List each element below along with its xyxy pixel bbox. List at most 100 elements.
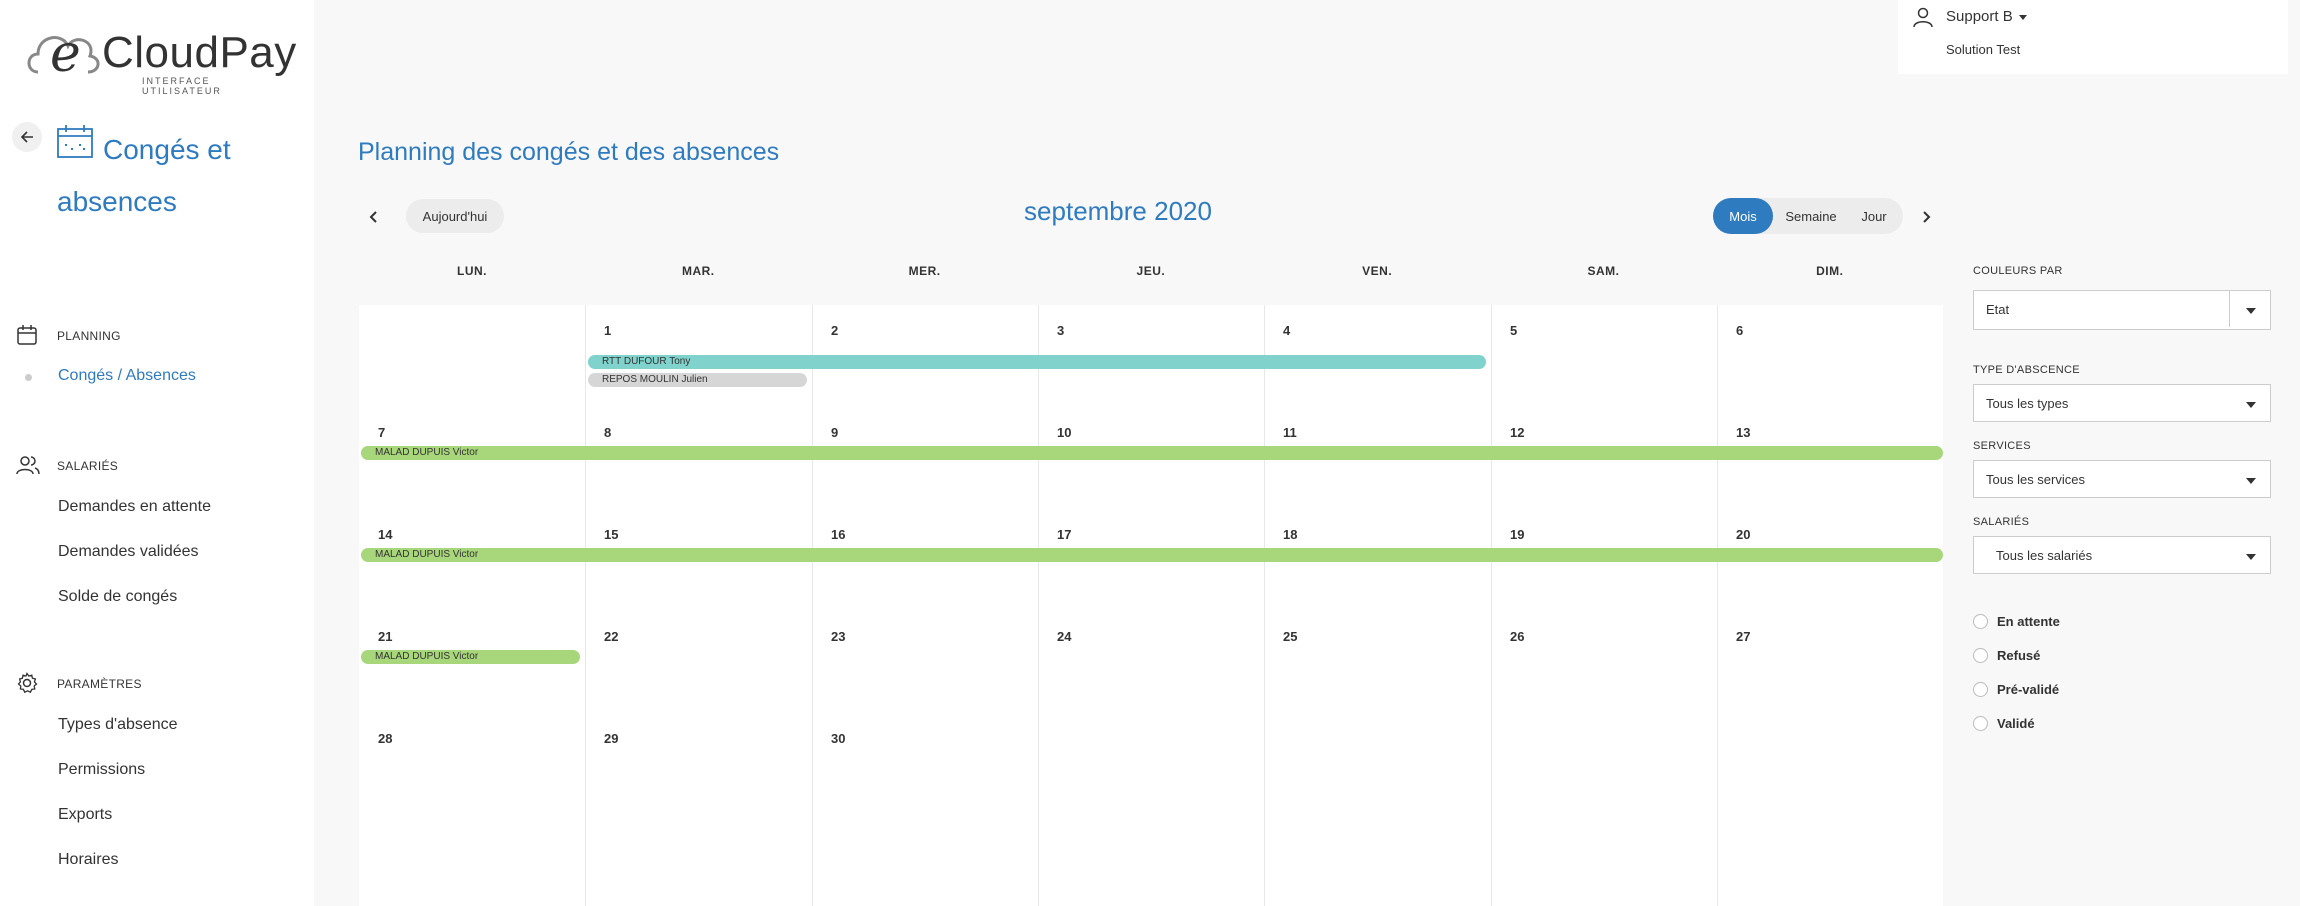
gear-icon: [17, 672, 38, 694]
absence-type-select[interactable]: Tous les types: [1973, 384, 2271, 422]
weekday-header: LUN.: [457, 264, 487, 278]
sidebar-item-solde-de-conges[interactable]: Solde de congés: [58, 588, 178, 605]
view-month-button[interactable]: Mois: [1713, 198, 1773, 234]
logo-e: e: [50, 24, 81, 84]
sidebar-item-demandes-en-attente[interactable]: Demandes en attente: [58, 498, 211, 515]
absence-event[interactable]: MALAD DUPUIS Victor: [361, 446, 1943, 460]
day-number: 19: [1510, 527, 1525, 542]
services-value: Tous les services: [1986, 472, 2085, 487]
services-label: SERVICES: [1973, 440, 2031, 452]
sidebar-item-demandes-validees[interactable]: Demandes validées: [58, 543, 199, 560]
color-by-label: COULEURS PAR: [1973, 265, 2063, 277]
absence-event[interactable]: MALAD DUPUIS Victor: [361, 650, 580, 664]
day-cell: [1717, 713, 1943, 815]
ecloudpay-logo[interactable]: e CloudPay INTERFACE UTILISATEUR: [24, 20, 296, 96]
day-cell[interactable]: [359, 713, 585, 815]
sidebar-item-conges-absences[interactable]: Congés / Absences: [58, 367, 196, 384]
caret-down-icon: [2246, 478, 2256, 484]
cloud-logo-icon: [27, 36, 100, 74]
day-number: 26: [1510, 629, 1525, 644]
absence-event[interactable]: MALAD DUPUIS Victor: [361, 548, 1943, 562]
prev-month-button[interactable]: [361, 204, 387, 230]
radio-circle: [1973, 716, 1988, 731]
day-number: 6: [1736, 323, 1744, 338]
grid-column-line: [1491, 305, 1492, 906]
caret-down-icon: [2246, 402, 2256, 408]
day-number: 12: [1510, 425, 1525, 440]
state-label: Pré-validé: [1997, 682, 2060, 697]
day-number: 30: [831, 731, 846, 746]
organization-name: Solution Test: [1946, 42, 2021, 57]
day-cell: [1264, 713, 1490, 815]
day-cell[interactable]: [1717, 305, 1943, 407]
sidebar-item-horaires[interactable]: Horaires: [58, 851, 119, 868]
day-number: 15: [604, 527, 619, 542]
day-number: 10: [1057, 425, 1072, 440]
day-number: 14: [378, 527, 393, 542]
sidebar: e CloudPay INTERFACE UTILISATEUR Congés …: [0, 0, 314, 906]
state-label: Refusé: [1997, 648, 2041, 663]
day-cell: [359, 305, 585, 407]
day-number: 9: [831, 425, 839, 440]
day-cell[interactable]: [1491, 611, 1717, 713]
calendar-icon: [17, 325, 37, 345]
next-month-button[interactable]: [1913, 204, 1939, 230]
select-divider: [2229, 291, 2230, 327]
employees-select[interactable]: Tous les salariés: [1973, 536, 2271, 574]
color-by-select[interactable]: Etat: [1973, 290, 2271, 330]
view-day-button[interactable]: Jour: [1861, 208, 1887, 224]
day-cell[interactable]: [1491, 305, 1717, 407]
day-cell[interactable]: [1717, 611, 1943, 713]
user-name: Support B: [1946, 8, 2013, 25]
state-label: Validé: [1997, 716, 2035, 731]
day-cell: [1491, 713, 1717, 815]
day-cell[interactable]: [812, 611, 1038, 713]
weekday-header: VEN.: [1362, 264, 1393, 278]
absence-event[interactable]: REPOS MOULIN Julien: [588, 373, 807, 387]
arrow-left-icon: [20, 131, 33, 143]
absence-event[interactable]: RTT DUFOUR Tony: [588, 355, 1486, 369]
user-dropdown[interactable]: Support B: [1946, 8, 2027, 25]
day-number: 16: [831, 527, 846, 542]
day-number: 2: [831, 323, 839, 338]
sidebar-item-exports[interactable]: Exports: [58, 806, 113, 823]
day-number: 11: [1283, 425, 1297, 440]
day-cell[interactable]: [585, 611, 811, 713]
user-icon: [1913, 7, 1933, 28]
active-dot: [25, 374, 32, 381]
caret-down-icon: [2246, 554, 2256, 560]
day-number: 20: [1736, 527, 1751, 542]
day-cell[interactable]: [585, 713, 811, 815]
day-cell[interactable]: [1264, 611, 1490, 713]
sidebar-item-types-absence[interactable]: Types d'absence: [58, 716, 178, 733]
today-button[interactable]: Aujourd'hui: [406, 199, 504, 233]
day-number: 17: [1057, 527, 1072, 542]
services-select[interactable]: Tous les services: [1973, 460, 2271, 498]
view-week-button[interactable]: Semaine: [1785, 208, 1837, 224]
user-menu-box: Support B Solution Test: [1898, 0, 2288, 74]
absence-type-value: Tous les types: [1986, 396, 2069, 411]
day-number: 27: [1736, 629, 1751, 644]
state-label: En attente: [1997, 614, 2060, 629]
section-label-salaries: SALARIÉS: [57, 459, 119, 473]
day-number: 28: [378, 731, 393, 746]
grid-column-line: [1717, 305, 1718, 906]
back-button[interactable]: [12, 122, 42, 152]
day-number: 21: [378, 629, 393, 644]
weekday-header: DIM.: [1816, 264, 1844, 278]
color-by-value: Etat: [1986, 302, 2010, 317]
view-switcher: Mois Semaine Jour: [1713, 198, 1903, 234]
sidebar-item-permissions[interactable]: Permissions: [58, 761, 146, 778]
weekday-header: MAR.: [681, 264, 715, 278]
weekday-header: MER.: [908, 264, 941, 278]
page-title: Planning des congés et des absences: [358, 138, 780, 166]
day-number: 4: [1283, 323, 1291, 338]
day-number: 13: [1736, 425, 1751, 440]
grid-column-line: [1038, 305, 1039, 906]
day-number: 24: [1057, 629, 1072, 644]
radio-circle: [1973, 682, 1988, 697]
section-label-parametres: PARAMÈTRES: [57, 677, 142, 691]
day-cell[interactable]: [812, 713, 1038, 815]
day-cell[interactable]: [1038, 611, 1264, 713]
logo-subtitle: INTERFACE UTILISATEUR: [142, 76, 222, 96]
